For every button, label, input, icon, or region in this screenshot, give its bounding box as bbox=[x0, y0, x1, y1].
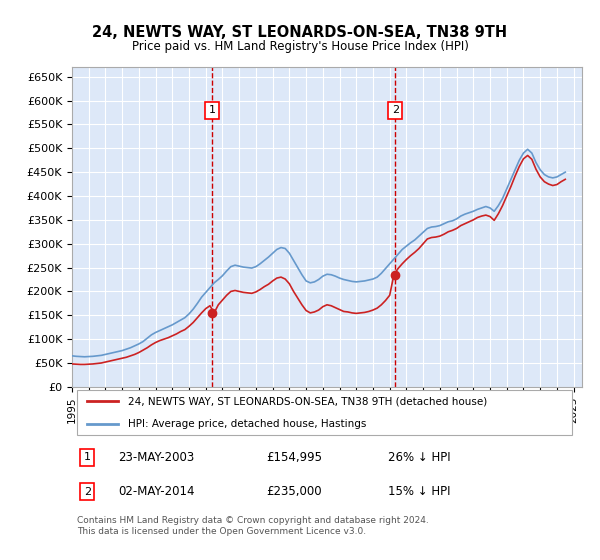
Text: 2: 2 bbox=[84, 487, 91, 497]
Text: 23-MAY-2003: 23-MAY-2003 bbox=[118, 451, 194, 464]
Text: 2: 2 bbox=[392, 105, 399, 115]
Text: 24, NEWTS WAY, ST LEONARDS-ON-SEA, TN38 9TH (detached house): 24, NEWTS WAY, ST LEONARDS-ON-SEA, TN38 … bbox=[128, 396, 487, 406]
Text: 15% ↓ HPI: 15% ↓ HPI bbox=[388, 485, 451, 498]
Text: £154,995: £154,995 bbox=[266, 451, 322, 464]
Text: 24, NEWTS WAY, ST LEONARDS-ON-SEA, TN38 9TH: 24, NEWTS WAY, ST LEONARDS-ON-SEA, TN38 … bbox=[92, 25, 508, 40]
Text: 26% ↓ HPI: 26% ↓ HPI bbox=[388, 451, 451, 464]
Text: Price paid vs. HM Land Registry's House Price Index (HPI): Price paid vs. HM Land Registry's House … bbox=[131, 40, 469, 53]
Text: HPI: Average price, detached house, Hastings: HPI: Average price, detached house, Hast… bbox=[128, 419, 367, 428]
Text: 02-MAY-2014: 02-MAY-2014 bbox=[118, 485, 194, 498]
Text: Contains HM Land Registry data © Crown copyright and database right 2024.
This d: Contains HM Land Registry data © Crown c… bbox=[77, 516, 429, 536]
Text: 1: 1 bbox=[84, 452, 91, 462]
Text: 1: 1 bbox=[209, 105, 216, 115]
Text: £235,000: £235,000 bbox=[266, 485, 322, 498]
FancyBboxPatch shape bbox=[77, 390, 572, 436]
